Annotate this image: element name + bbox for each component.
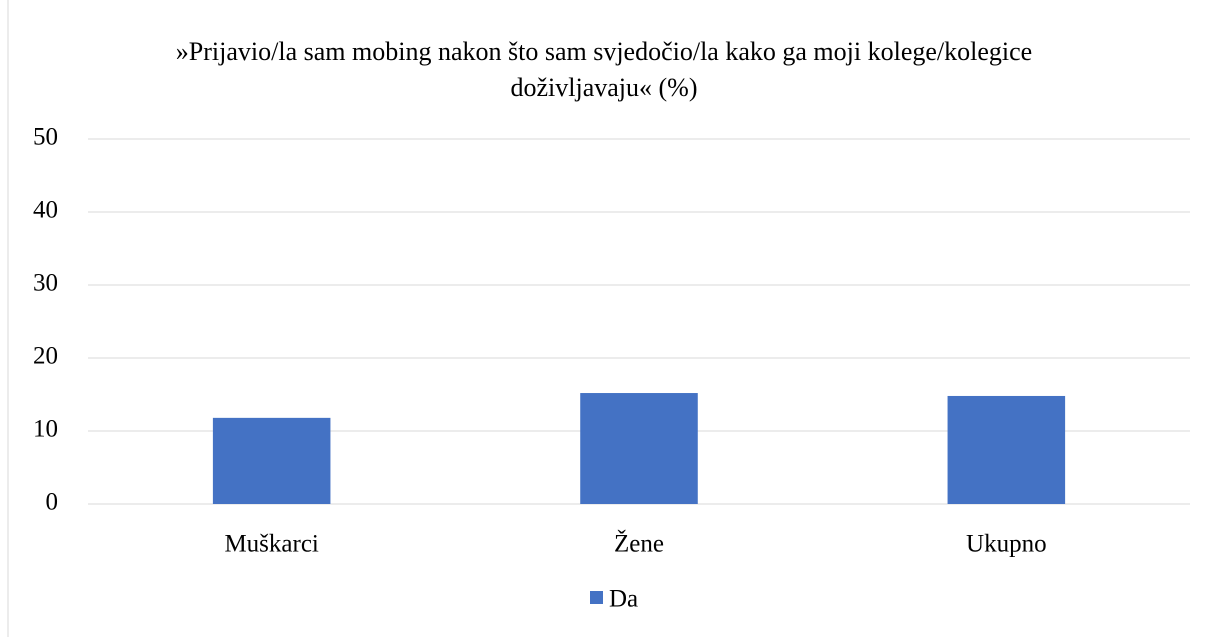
x-tick-label: Žene [614,530,664,558]
y-tick-label: 10 [33,416,58,443]
bar [580,393,698,504]
y-tick-label: 30 [33,270,58,297]
legend-swatch [590,591,603,604]
legend-label: Da [609,586,638,613]
y-tick-label: 0 [46,489,59,516]
y-tick-label: 40 [33,197,58,224]
chart-title: »Prijavio/la sam mobing nakon što sam sv… [175,37,1033,102]
y-tick-label: 20 [33,343,58,370]
y-tick-label: 50 [33,124,58,151]
bar [212,417,331,504]
x-tick-label: Ukupno [966,531,1047,558]
x-tick-label: Muškarci [224,531,318,558]
bar [947,395,1066,504]
